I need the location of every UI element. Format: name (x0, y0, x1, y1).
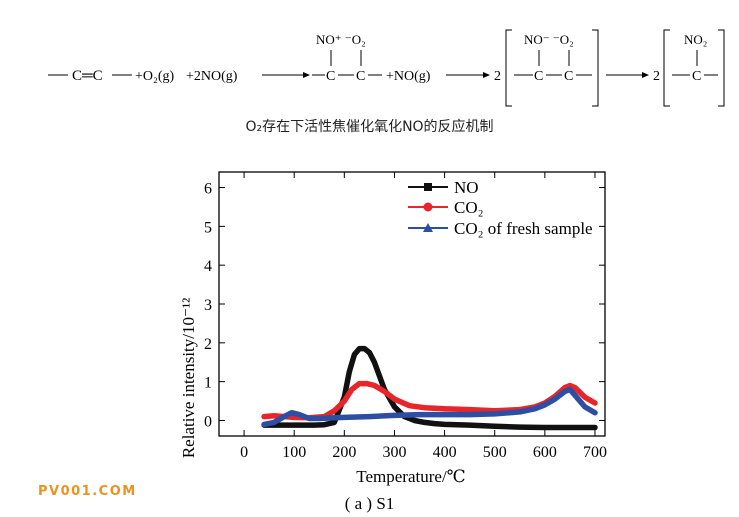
carbon-atom: C (326, 69, 335, 84)
series-group (261, 345, 598, 431)
y-axis-label: Relative intensity/10⁻¹² (179, 298, 198, 458)
y-tick-label: 3 (204, 297, 212, 314)
bracket-right (718, 29, 725, 107)
reactant-alkene: C═C (72, 68, 103, 84)
y-tick-label: 2 (204, 336, 212, 353)
x-tick-label: 400 (433, 444, 457, 461)
x-tick-label: 200 (332, 444, 356, 461)
no2-group-label: NO₂ (684, 32, 707, 47)
y-tick-label: 1 (204, 375, 212, 392)
legend-label-0: NO (454, 178, 479, 197)
plot-frame (218, 171, 606, 437)
arrow-head (642, 72, 649, 78)
x-tick-label: 0 (240, 444, 248, 461)
series-line-2 (261, 386, 598, 428)
x-axis-label: Temperature/℃ (356, 467, 465, 486)
carbon-atom: C (564, 69, 573, 84)
plot-border (218, 171, 606, 437)
carbon-atom: C (356, 69, 365, 84)
legend-label-1: CO₂ (454, 198, 484, 217)
carbon-atom: C (692, 69, 701, 84)
y-tick-label: 0 (204, 413, 212, 430)
y-tick-label: 6 (204, 181, 212, 198)
x-tick-label: 700 (583, 444, 607, 461)
arrow-head (483, 72, 490, 78)
y-tick-label: 4 (204, 258, 212, 275)
legend-label-2: CO₂ of fresh sample (454, 219, 593, 238)
figure-subcaption: ( a ) S1 (344, 494, 395, 513)
bracket-right (592, 29, 599, 107)
legend-marker-triangle (423, 223, 433, 232)
x-tick-label: 300 (382, 444, 406, 461)
no-reagent: +2NO(g) (186, 69, 238, 84)
bracket-left (505, 29, 512, 107)
carbon-atom: C (534, 69, 543, 84)
x-tick-label: 500 (483, 444, 507, 461)
no-minus-o2-minus-label: NO⁻ ⁻O₂ (524, 32, 574, 47)
arrow-head (303, 72, 310, 78)
legend-marker-circle (423, 202, 433, 212)
axis-ticks: 0 100 200 300 400 500 600 700 0 1 2 3 4 5 6 (204, 172, 607, 461)
mechanism-caption: O₂存在下活性焦催化氧化NO的反应机制 (245, 119, 494, 135)
x-tick-label: 600 (533, 444, 557, 461)
o2-reagent: +O₂(g) (135, 69, 175, 84)
watermark: PV001.COM (38, 484, 137, 499)
reaction-mechanism: C═C +O₂(g) +2NO(g) NO⁺ ⁻O₂ C C +NO(g) 2 … (48, 29, 725, 107)
bracket-left (663, 29, 670, 107)
no-reagent-2: +NO(g) (386, 69, 431, 84)
series-line-0 (261, 345, 598, 431)
coefficient: 2 (653, 69, 660, 84)
x-tick-label: 100 (282, 444, 306, 461)
legend-marker-square (424, 183, 432, 191)
no-plus-o2-minus-label: NO⁺ ⁻O₂ (316, 32, 366, 47)
coefficient: 2 (494, 69, 501, 84)
y-tick-label: 5 (204, 219, 212, 236)
